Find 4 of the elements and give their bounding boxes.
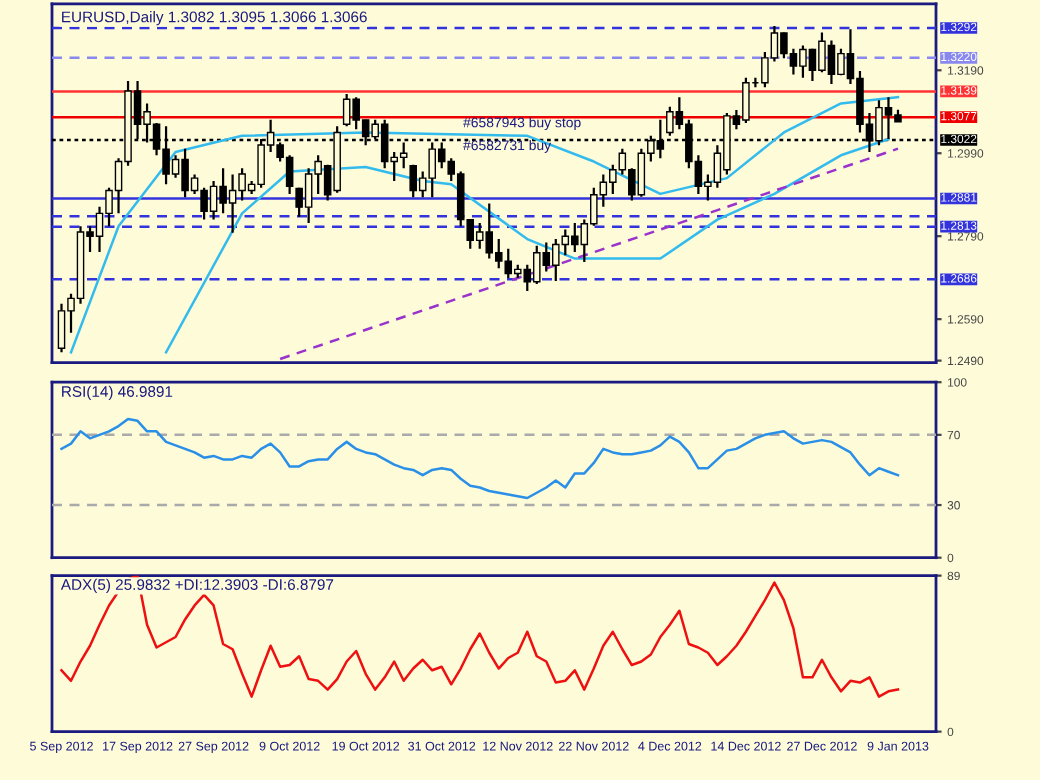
line-series: [60, 417, 900, 500]
line-series: [164, 137, 890, 354]
line-series: [69, 95, 900, 354]
line-series: [60, 575, 900, 698]
